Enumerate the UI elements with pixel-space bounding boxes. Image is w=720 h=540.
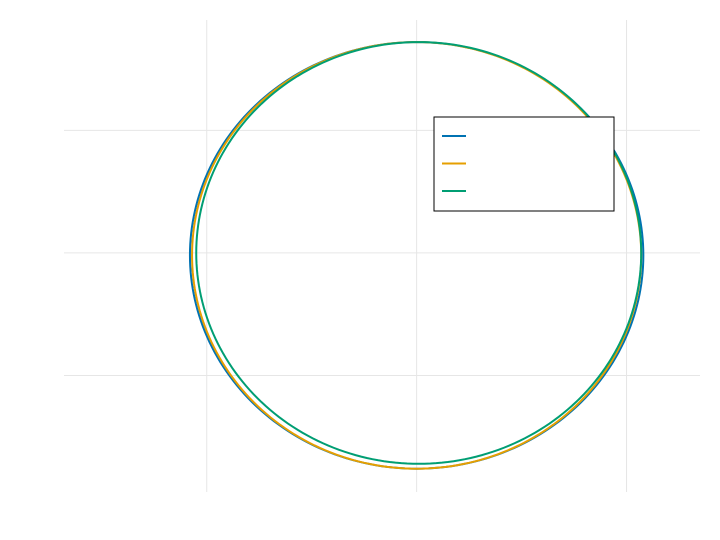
grid (64, 20, 700, 492)
legend (433, 116, 615, 212)
series-lines (188, 41, 645, 470)
series-line-3 (195, 41, 643, 465)
